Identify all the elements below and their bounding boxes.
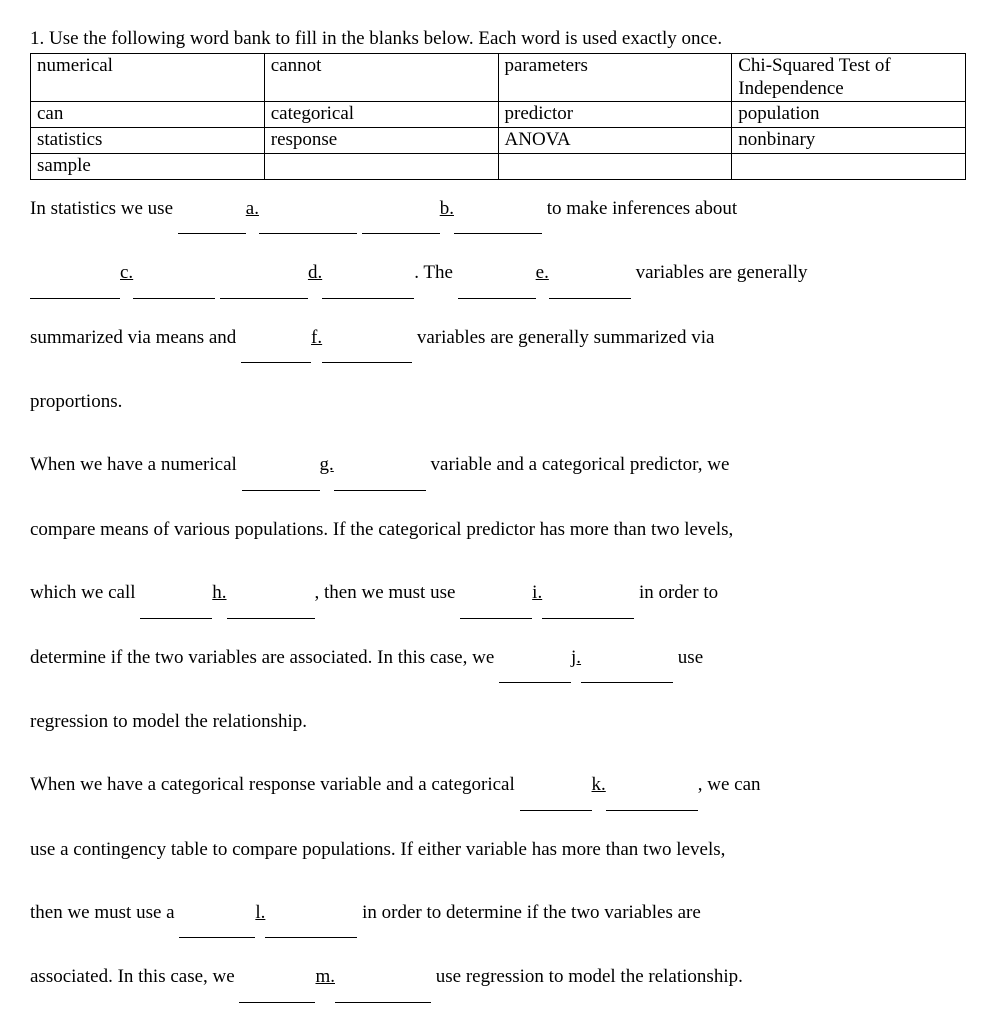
blank-g[interactable]: g. xyxy=(242,440,426,490)
wordbank-cell: nonbinary xyxy=(732,128,966,154)
body-text: use xyxy=(673,647,703,668)
wordbank-cell: can xyxy=(31,102,265,128)
body-text: in order to xyxy=(634,582,718,603)
blank-a[interactable]: a. xyxy=(178,184,357,234)
body-text: regression to model the relationship. xyxy=(30,711,307,732)
wordbank-cell: ANOVA xyxy=(498,128,732,154)
blank-d[interactable]: d. xyxy=(220,248,414,298)
wordbank-cell: categorical xyxy=(264,102,498,128)
blank-i[interactable]: i. xyxy=(460,568,634,618)
wordbank-table: numerical cannot parameters Chi-Squared … xyxy=(30,53,966,180)
body-text: . The xyxy=(414,262,457,283)
wordbank-cell: sample xyxy=(31,153,265,179)
wordbank-cell-empty xyxy=(732,153,966,179)
wordbank-cell: Chi-Squared Test of Independence xyxy=(732,53,966,102)
body-text: In statistics we use xyxy=(30,198,178,219)
blank-l[interactable]: l. xyxy=(179,888,357,938)
body-text: When we have a categorical response vari… xyxy=(30,774,520,795)
question-body: In statistics we use a. b. to make infer… xyxy=(30,184,966,1003)
blank-h[interactable]: h. xyxy=(140,568,314,618)
body-text: When we have a numerical xyxy=(30,454,242,475)
wordbank-cell: response xyxy=(264,128,498,154)
wordbank-cell-empty xyxy=(264,153,498,179)
wordbank-cell-text: Chi-Squared Test of xyxy=(738,55,890,76)
body-text: variables are generally summarized via xyxy=(412,327,714,348)
body-text: compare means of various populations. If… xyxy=(30,519,733,540)
blank-e[interactable]: e. xyxy=(458,248,631,298)
body-text: , we can xyxy=(698,774,761,795)
body-text: use regression to model the relationship… xyxy=(431,966,743,987)
blank-c[interactable]: c. xyxy=(30,248,215,298)
blank-f[interactable]: f. xyxy=(241,313,412,363)
blank-k[interactable]: k. xyxy=(520,760,698,810)
body-text: proportions. xyxy=(30,391,122,412)
body-text: to make inferences about xyxy=(542,198,737,219)
wordbank-cell: cannot xyxy=(264,53,498,102)
wordbank-cell: population xyxy=(732,102,966,128)
wordbank-cell-empty xyxy=(498,153,732,179)
body-text: associated. In this case, we xyxy=(30,966,239,987)
blank-j[interactable]: j. xyxy=(499,633,673,683)
body-text: variable and a categorical predictor, we xyxy=(426,454,730,475)
blank-b[interactable]: b. xyxy=(362,184,542,234)
wordbank-cell: statistics xyxy=(31,128,265,154)
body-text: determine if the two variables are assoc… xyxy=(30,647,499,668)
blank-m[interactable]: m. xyxy=(239,952,431,1002)
body-text: variables are generally xyxy=(631,262,808,283)
wordbank-cell: parameters xyxy=(498,53,732,102)
body-text: which we call xyxy=(30,582,140,603)
wordbank-cell: predictor xyxy=(498,102,732,128)
wordbank-cell: numerical xyxy=(31,53,265,102)
body-text: summarized via means and xyxy=(30,327,241,348)
question-intro: 1. Use the following word bank to fill i… xyxy=(30,28,966,51)
wordbank-cell-text: Independence xyxy=(738,78,844,99)
body-text: use a contingency table to compare popul… xyxy=(30,839,725,860)
body-text: , then we must use xyxy=(315,582,461,603)
